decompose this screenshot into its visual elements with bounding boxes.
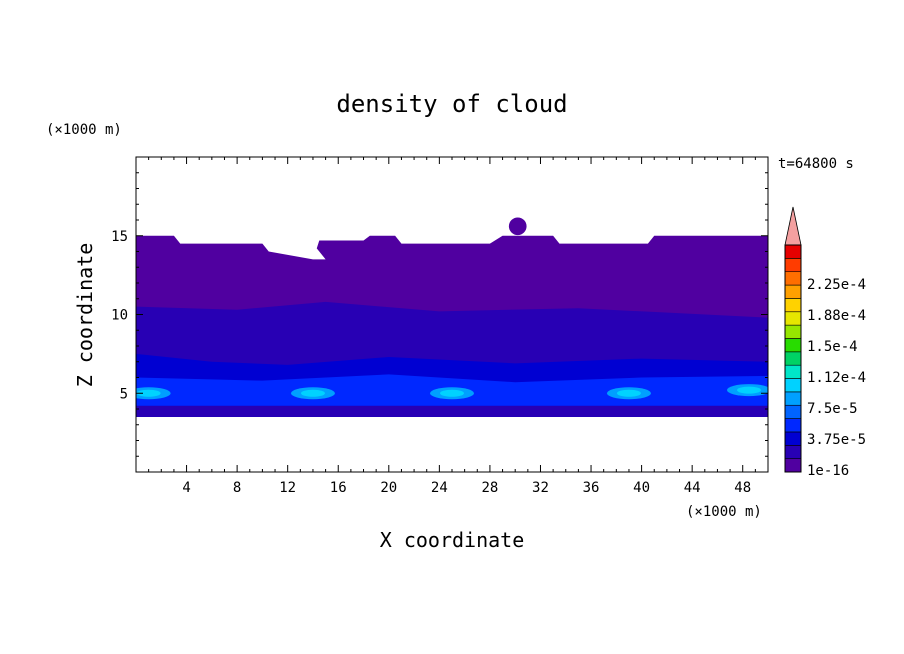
colorbar-extend-arrow	[784, 206, 802, 246]
colorbar-label-2: 7.5e-5	[807, 401, 858, 417]
y-tick-label-0: 5	[120, 386, 128, 402]
x-tick-label-2: 12	[279, 480, 296, 496]
x-tick-label-6: 28	[481, 480, 498, 496]
colorbar-segment-13	[784, 284, 802, 299]
core-inner-3	[616, 389, 641, 397]
colorbar-frame	[784, 244, 802, 473]
x-tick-label-4: 20	[380, 480, 397, 496]
colorbar-segment-0	[784, 458, 802, 473]
x-unit-label: (×1000 m)	[686, 504, 762, 520]
x-tick-label-11: 48	[734, 480, 751, 496]
x-tick-label-3: 16	[330, 480, 347, 496]
colorbar-segment-11	[784, 311, 802, 326]
colorbar-label-5: 1.88e-4	[807, 308, 866, 324]
y-axis-label: Z coordinate	[73, 243, 97, 388]
core-inner-0	[136, 389, 161, 397]
colorbar-label-0: 1e-16	[807, 463, 849, 479]
colorbar: 1e-16 3.75e-5 7.5e-5 1.12e-4 1.5e-4 1.88e-4 2.…	[784, 206, 866, 479]
colorbar-segment-1	[784, 444, 802, 459]
core-inner-4	[737, 386, 762, 394]
x-tick-label-9: 40	[633, 480, 650, 496]
x-tick-label-10: 44	[684, 480, 701, 496]
isolated-cell	[508, 217, 527, 236]
colorbar-segment-10	[784, 324, 802, 339]
x-tick-label-1: 8	[233, 480, 241, 496]
colorbar-segment-15	[784, 258, 802, 273]
x-tick-label-8: 36	[583, 480, 600, 496]
colorbar-segment-12	[784, 298, 802, 313]
core-inner-1	[300, 389, 325, 397]
base-strip	[136, 405, 768, 417]
colorbar-label-4: 1.5e-4	[807, 339, 858, 355]
colorbar-label-1: 3.75e-5	[807, 432, 866, 448]
plot-area	[136, 217, 768, 417]
x-axis-label: X coordinate	[380, 528, 525, 552]
colorbar-label-3: 1.12e-4	[807, 370, 866, 386]
core-inner-2	[440, 389, 464, 397]
colorbar-segment-4	[784, 404, 802, 419]
time-label: t=64800 s	[778, 156, 854, 172]
x-tick-label-5: 24	[431, 480, 448, 496]
colorbar-segment-5	[784, 391, 802, 406]
colorbar-segment-8	[784, 351, 802, 366]
y-tick-label-1: 10	[111, 308, 128, 324]
y-unit-label: (×1000 m)	[46, 122, 122, 138]
chart-title: density of cloud	[336, 90, 567, 118]
x-tick-label-7: 32	[532, 480, 549, 496]
colorbar-segment-14	[784, 271, 802, 286]
colorbar-label-6: 2.25e-4	[807, 277, 866, 293]
colorbar-segment-6	[784, 378, 802, 393]
colorbar-segment-2	[784, 431, 802, 446]
colorbar-segment-16	[784, 244, 802, 259]
colorbar-segment-3	[784, 418, 802, 433]
colorbar-segment-7	[784, 364, 802, 379]
y-tick-label-2: 15	[111, 229, 128, 245]
colorbar-segment-9	[784, 338, 802, 353]
x-tick-label-0: 4	[182, 480, 190, 496]
